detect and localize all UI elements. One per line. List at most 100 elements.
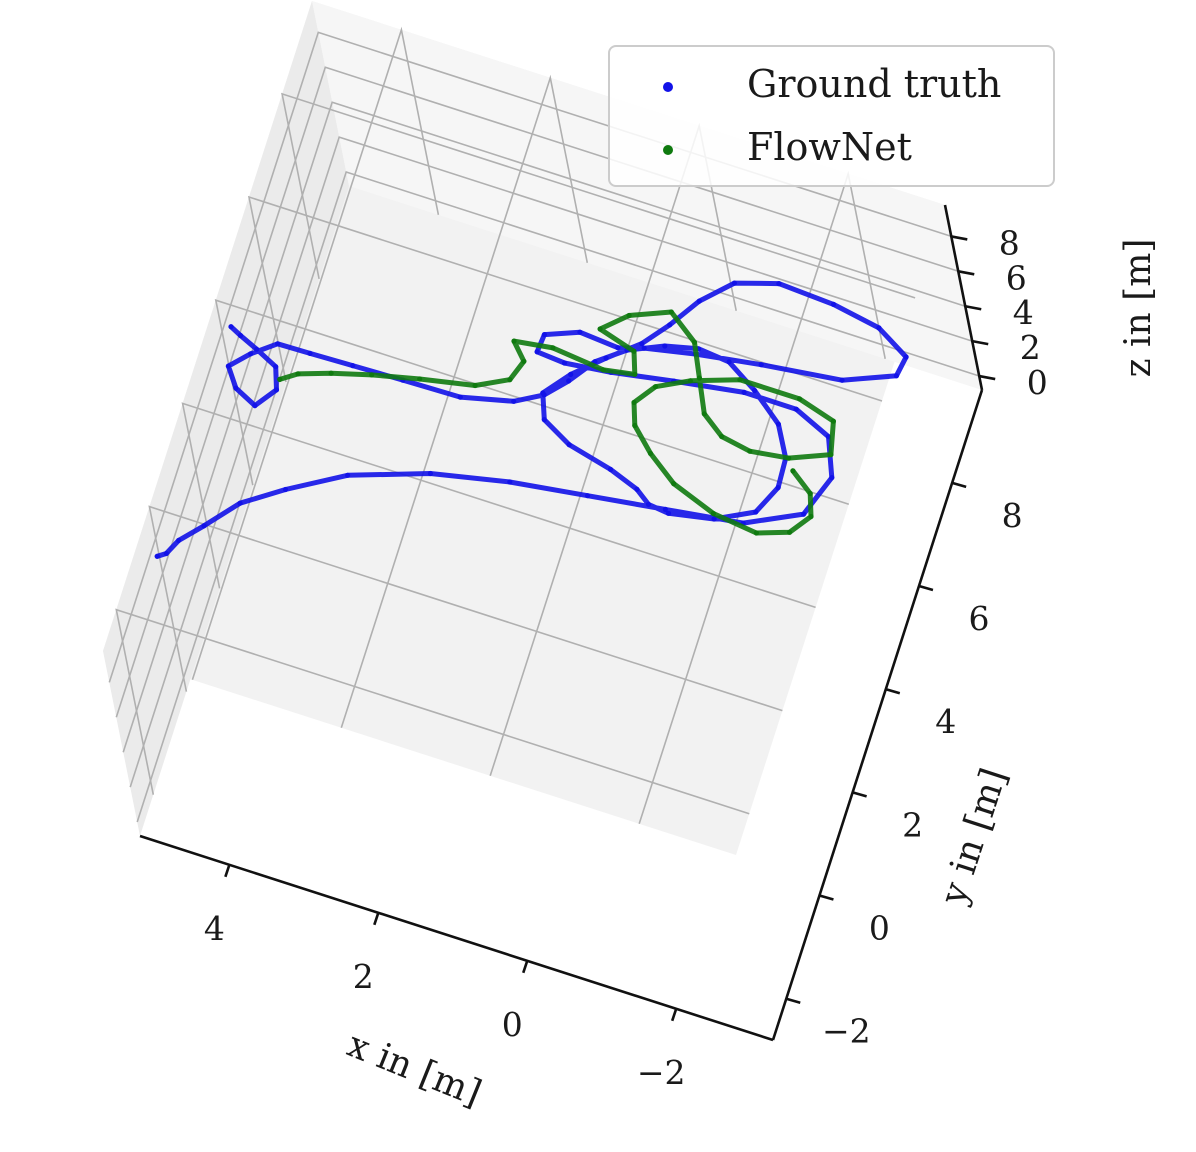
series-ground-truth-point <box>566 378 572 384</box>
legend-marker-flownet <box>663 145 673 155</box>
series-flownet-point <box>691 339 698 345</box>
x-axis-label: x in [m] <box>342 1024 487 1115</box>
series-ground-truth-point <box>273 387 280 393</box>
series-ground-truth-point <box>741 389 747 395</box>
series-flownet-point <box>521 358 527 364</box>
legend-label-flownet: FlowNet <box>747 125 912 169</box>
z-tick <box>958 270 975 276</box>
y-tick <box>852 791 867 798</box>
x-tick <box>224 864 231 878</box>
axis-lines <box>139 204 996 1042</box>
grid-line-y <box>214 299 850 505</box>
series-flownet-point <box>631 348 637 354</box>
series-flownet-point <box>671 481 677 487</box>
series-ground-truth-point <box>225 363 231 369</box>
series-ground-truth-point <box>711 516 717 522</box>
series-flownet-point <box>600 367 607 373</box>
grid-line-y <box>281 92 916 299</box>
series-flownet-point <box>747 448 753 454</box>
series-flownet-point <box>472 382 478 389</box>
y-tick-label: 6 <box>969 599 990 638</box>
series-ground-truth-point <box>275 341 281 347</box>
z-tick-label: 2 <box>1020 328 1041 367</box>
grid-line-z <box>115 66 959 718</box>
y-axis-line <box>771 389 984 1041</box>
series-ground-truth-point <box>427 470 433 477</box>
series-ground-truth-point <box>345 472 351 478</box>
series-flownet-point <box>647 450 654 456</box>
series-flownet-point <box>790 468 796 474</box>
series-ground-truth-point <box>801 511 807 517</box>
series-flownet-point <box>828 452 834 458</box>
z-tick-label: 8 <box>999 223 1020 262</box>
series-flownet-point <box>807 490 813 497</box>
back-wall-pane <box>312 1 982 390</box>
series-flownet-point <box>507 377 513 383</box>
z-tick <box>971 339 989 346</box>
series-ground-truth-point <box>248 351 254 357</box>
x-tick-label: 2 <box>353 957 374 996</box>
series-ground-truth-point <box>577 329 583 335</box>
series-ground-truth-point <box>307 350 313 356</box>
grid-line-z <box>129 136 973 788</box>
data-series <box>154 280 909 559</box>
series-ground-truth-point <box>893 373 900 379</box>
z-tick <box>951 235 968 241</box>
series-ground-truth-point <box>163 550 169 557</box>
y-tick <box>885 687 901 695</box>
y-tick <box>918 584 934 592</box>
grid-line-z <box>122 101 966 753</box>
series-ground-truth-point <box>607 466 614 472</box>
series-ground-truth-point <box>201 523 207 529</box>
series-flownet-point <box>808 513 814 520</box>
series-ground-truth-point <box>662 343 668 349</box>
series-flownet-point <box>632 422 638 429</box>
series-flownet-point <box>632 371 638 377</box>
y-tick-label: 2 <box>902 805 923 844</box>
series-ground-truth-point <box>507 479 513 485</box>
grid-line-y <box>148 505 783 712</box>
series-ground-truth-point <box>282 486 289 493</box>
legend-box <box>608 45 1055 187</box>
series-ground-truth-point <box>541 332 548 338</box>
y-tick-label: 8 <box>1002 496 1023 535</box>
grid-lines <box>108 26 980 825</box>
series-ground-truth-point <box>753 509 759 515</box>
series-ground-truth-point <box>775 421 782 427</box>
series-flownet-point <box>295 371 301 377</box>
series-ground-truth-point <box>793 406 799 412</box>
series-ground-truth-point <box>752 387 758 394</box>
grid-line-y <box>115 608 750 815</box>
y-axis-label: y in [m] <box>933 763 1016 910</box>
series-ground-truth-point <box>233 385 239 391</box>
series-ground-truth-point <box>350 363 356 369</box>
series-flownet-point <box>631 399 637 406</box>
series-flownet-point <box>701 411 707 417</box>
series-flownet-point <box>719 433 725 440</box>
series-ground-truth-point <box>776 281 782 287</box>
z-tick-label: 4 <box>1013 293 1034 332</box>
series-ground-truth-point <box>585 493 591 499</box>
x-tick-label: −2 <box>637 1053 686 1092</box>
z-tick <box>965 304 982 311</box>
series-ground-truth-point <box>541 417 547 423</box>
series-flownet-point <box>277 376 283 382</box>
series-ground-truth-point <box>731 280 738 286</box>
series-ground-truth-point <box>758 362 764 368</box>
series-ground-truth-point <box>662 506 669 512</box>
series-ground-truth-point <box>237 500 243 506</box>
series-flownet-point <box>511 338 517 344</box>
z-axis-label: z in [m] <box>1118 239 1159 378</box>
series-flownet-point <box>328 370 334 376</box>
series-flownet-point <box>369 372 375 378</box>
series-flownet-point <box>696 375 703 381</box>
series-flownet-point <box>796 396 803 402</box>
y-tick <box>785 997 801 1004</box>
series-ground-truth-point <box>839 377 845 383</box>
series-ground-truth-point <box>696 298 702 304</box>
x-axis-line <box>139 834 774 1042</box>
series-ground-truth-point <box>876 325 882 331</box>
series-flownet-trajectory <box>277 309 836 536</box>
